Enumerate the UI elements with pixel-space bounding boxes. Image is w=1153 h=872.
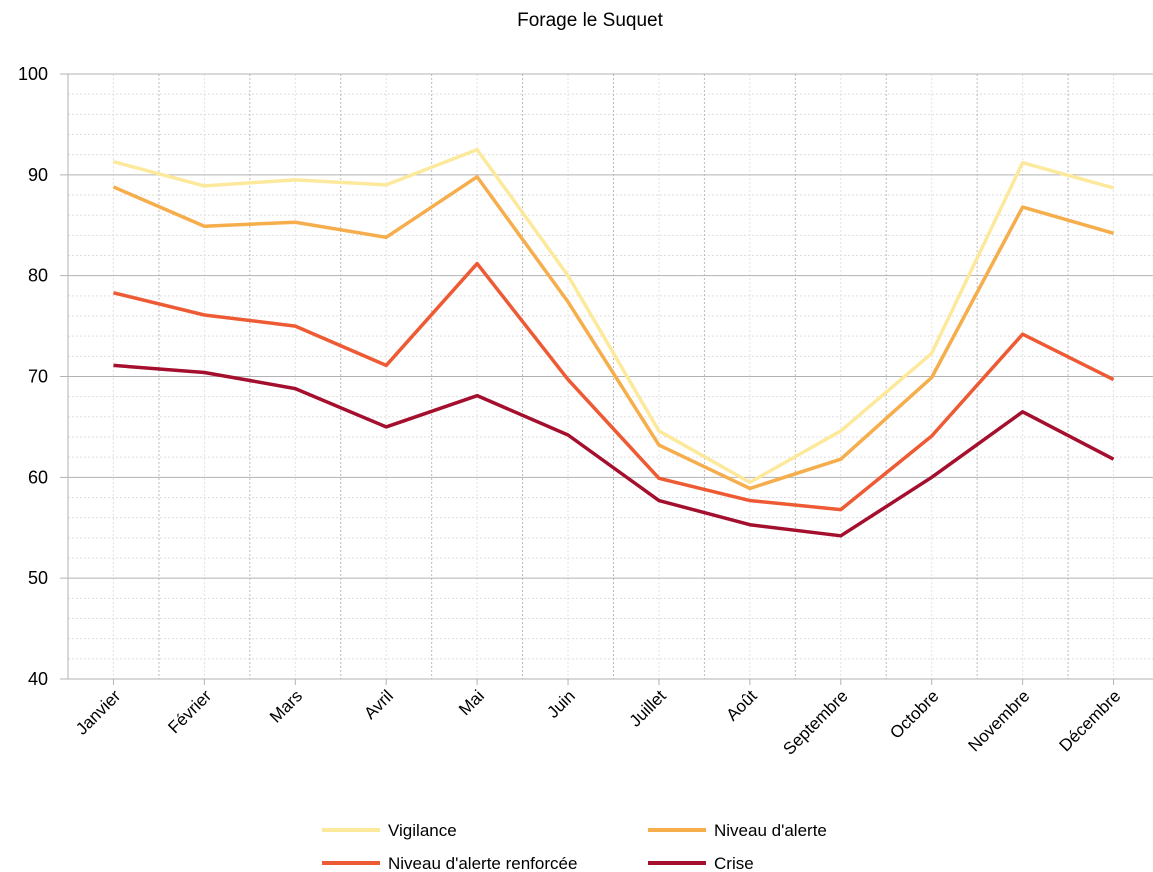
x-tick-label: Septembre bbox=[779, 686, 851, 758]
series-line bbox=[113, 147, 1115, 485]
x-tick-label: Décembre bbox=[1055, 686, 1124, 755]
x-tick-label: Juin bbox=[543, 686, 578, 721]
legend-label: Crise bbox=[714, 854, 754, 872]
y-tick-label: 40 bbox=[28, 669, 48, 689]
y-tick-label: 80 bbox=[28, 266, 48, 286]
y-tick-label: 50 bbox=[28, 568, 48, 588]
legend-label: Vigilance bbox=[388, 821, 457, 840]
x-tick-label: Mars bbox=[266, 686, 306, 726]
series-line bbox=[113, 363, 1115, 538]
x-tick-label: Janvier bbox=[72, 686, 124, 738]
x-tick-label: Avril bbox=[360, 686, 397, 723]
series-line bbox=[113, 261, 1115, 512]
series-line bbox=[112, 175, 1115, 491]
x-tick-label: Juillet bbox=[626, 686, 670, 730]
y-tick-label: 90 bbox=[28, 165, 48, 185]
x-tick-label: Mai bbox=[455, 686, 488, 719]
x-tick-label: Février bbox=[164, 686, 215, 737]
legend-label: Niveau d'alerte renforcée bbox=[388, 854, 577, 872]
y-tick-label: 60 bbox=[28, 467, 48, 487]
x-tick-label: Octobre bbox=[886, 686, 942, 742]
x-tick-label: Août bbox=[723, 686, 761, 724]
y-tick-label: 100 bbox=[18, 64, 48, 84]
chart-title: Forage le Suquet bbox=[517, 10, 663, 31]
x-tick-label: Novembre bbox=[965, 686, 1034, 755]
y-tick-label: 70 bbox=[28, 367, 48, 387]
legend-label: Niveau d'alerte bbox=[714, 821, 827, 840]
